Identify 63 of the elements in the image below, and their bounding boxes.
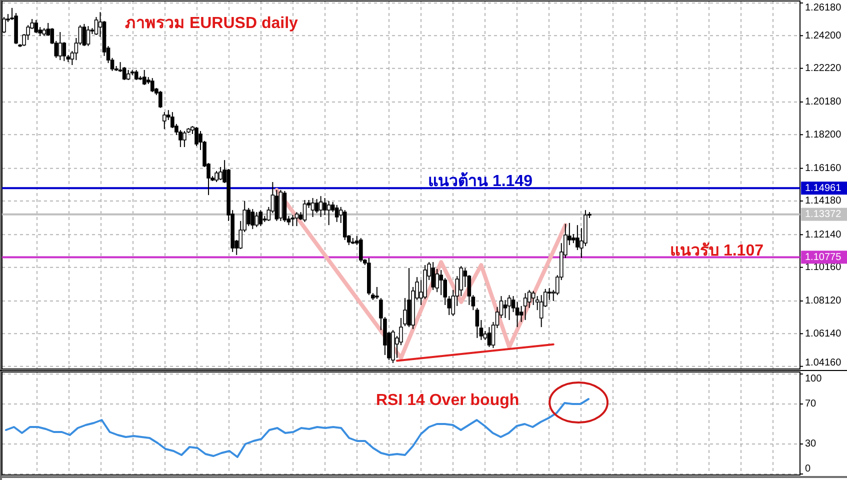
candlestick (431, 262, 435, 290)
candlestick (459, 266, 464, 297)
candlestick (126, 69, 130, 81)
candlestick (310, 198, 315, 218)
candlestick (34, 19, 38, 34)
y-tick-label: 1.14180 (805, 196, 842, 207)
candlestick (294, 212, 299, 227)
y-tick-label: 70 (805, 398, 817, 410)
candlestick (82, 23, 86, 47)
candlestick (142, 69, 146, 86)
ref-line-label: 1.13372 (805, 208, 842, 220)
candlestick (86, 26, 90, 47)
candlestick (182, 130, 186, 148)
y-tick-label: 30 (805, 438, 817, 450)
y-tick-label: 1.18200 (805, 129, 842, 140)
candlestick (258, 210, 263, 227)
annotation: แนวต้าน 1.149 (428, 172, 533, 190)
candlestick (246, 207, 251, 227)
y-tick-label: 100 (805, 374, 822, 385)
candlestick (359, 237, 363, 263)
candlestick (487, 326, 492, 348)
candlestick (314, 198, 319, 214)
candlestick (318, 196, 323, 218)
text: ภาพรวม EURUSD daily (125, 15, 298, 32)
y-tick-label: 1.22220 (805, 62, 842, 74)
ref-line-label: 1.10775 (805, 252, 842, 263)
candlestick (503, 300, 508, 319)
candlestick (531, 290, 536, 306)
candlestick (375, 286, 379, 300)
candlestick (523, 292, 528, 320)
candlestick (475, 307, 480, 338)
candlestick (334, 204, 339, 222)
y-tick-label: 1.12140 (805, 229, 842, 240)
candlestick (302, 200, 307, 222)
annotation: แนวรับ 1.107 (670, 241, 764, 260)
ref-line-label: 1.14961 (805, 182, 842, 194)
candlestick (218, 166, 222, 181)
candlestick (572, 234, 576, 244)
candlestick (326, 200, 331, 226)
y-tick-label: 1.26180 (805, 2, 842, 14)
y-tick-label: 1.16160 (805, 162, 842, 174)
y-tick-label: 1.04160 (805, 358, 842, 369)
candlestick (134, 69, 138, 81)
candlestick (290, 214, 295, 227)
annotation: RSI 14 Over bough (376, 392, 520, 409)
y-tick-label: 0 (805, 464, 811, 475)
candlestick (194, 126, 198, 147)
candlestick (162, 112, 166, 130)
y-tick-label: 1.24200 (805, 30, 842, 42)
candlestick (150, 78, 154, 93)
candlestick (507, 294, 512, 320)
candlestick (254, 212, 259, 228)
candlestick (274, 189, 279, 222)
y-tick-label: 1.06140 (805, 328, 842, 340)
candlestick (250, 208, 255, 230)
y-tick-label: 1.08120 (805, 296, 842, 307)
candlestick (214, 170, 218, 183)
candlestick (322, 198, 327, 216)
candlestick (62, 42, 66, 62)
candlestick (58, 32, 62, 61)
line-series (274, 188, 568, 360)
y-tick-label: 1.20180 (805, 96, 842, 108)
candlestick (158, 90, 162, 108)
